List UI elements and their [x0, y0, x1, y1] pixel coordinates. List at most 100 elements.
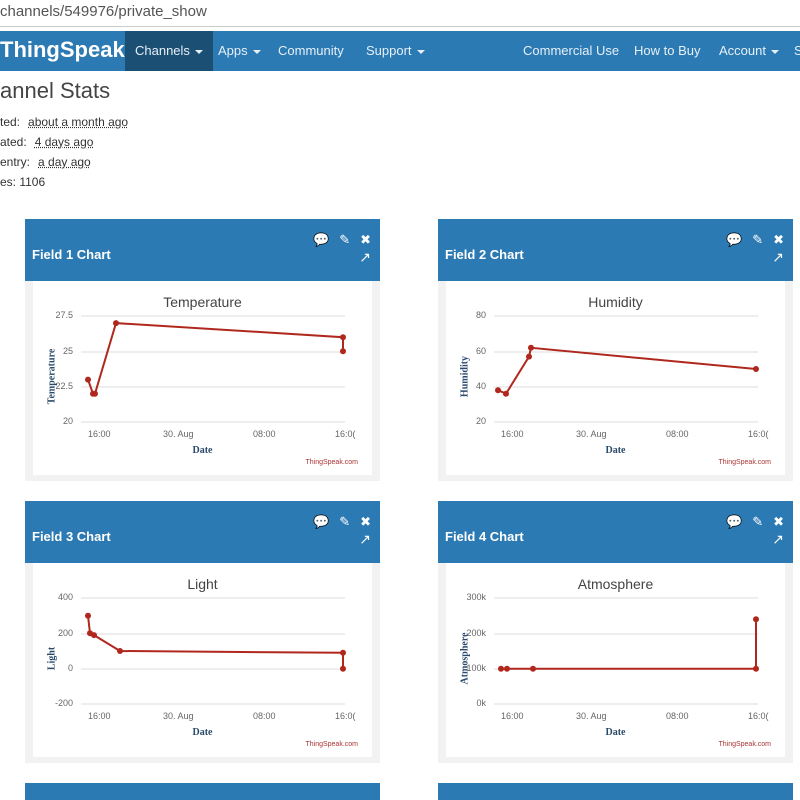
field-5-card-header — [25, 783, 380, 800]
stat-updated: ated: 4 days ago — [0, 135, 94, 149]
card-header: Field 3 Chart 💬 ✎ ✖ ↗ — [25, 501, 380, 563]
y-tick: 200k — [466, 628, 486, 638]
pencil-icon[interactable]: ✎ — [339, 514, 351, 529]
chart-area: Atmosphere 300k 200k 100k 0k Atmosphere 16:00 3… — [446, 563, 785, 757]
y-tick: 20 — [475, 416, 486, 426]
credit-link[interactable]: ThingSpeak.com — [305, 741, 358, 748]
stat-last-entry: entry: a day ago — [0, 155, 91, 169]
x-tick: 16:0( — [335, 711, 356, 721]
caret-icon — [416, 49, 425, 54]
nav-support[interactable]: Support — [356, 31, 435, 71]
y-tick: 20 — [62, 416, 73, 426]
nav-channels[interactable]: Channels — [125, 31, 213, 71]
credit-link[interactable]: ThingSpeak.com — [305, 459, 358, 466]
y-tick: 22.5 — [55, 381, 73, 391]
y-tick: 40 — [475, 381, 486, 391]
caret-icon — [252, 49, 261, 54]
nav-commercial-use[interactable]: Commercial Use — [523, 43, 620, 58]
x-tick: 30. Aug — [576, 711, 607, 721]
external-link-icon[interactable]: ↗ — [359, 249, 371, 265]
nav-account[interactable]: Account — [709, 31, 789, 71]
card-header: Field 1 Chart 💬 ✎ ✖ ↗ — [25, 219, 380, 281]
chart-area: Light 400 200 0 -200 Light 16:00 30. Aug 08:00 16… — [33, 563, 372, 757]
chart-title: Temperature — [163, 294, 242, 310]
url-text: channels/549976/private_show — [0, 3, 207, 20]
x-tick: 16:00 — [501, 429, 524, 439]
card-header: Field 4 Chart 💬 ✎ ✖ ↗ — [438, 501, 793, 563]
y-tick: 300k — [466, 592, 486, 602]
x-tick: 08:00 — [253, 429, 276, 439]
close-icon[interactable]: ✖ — [360, 514, 371, 529]
field-2-card: Field 2 Chart 💬 ✎ ✖ ↗ Humidity 80 60 40 20 Humi… — [438, 219, 793, 481]
card-header: Field 2 Chart 💬 ✎ ✖ ↗ — [438, 219, 793, 281]
external-link-icon[interactable]: ↗ — [359, 531, 371, 547]
x-tick: 16:0( — [748, 429, 769, 439]
x-tick: 16:0( — [748, 711, 769, 721]
stat-entries: es: 1106 — [0, 175, 46, 189]
pencil-icon[interactable]: ✎ — [752, 514, 764, 529]
top-nav: ThingSpeak™ Channels Apps Community Supp… — [0, 31, 800, 71]
x-axis-label: Date — [605, 445, 626, 456]
nav-signout[interactable]: S — [794, 43, 800, 58]
chart-title: Light — [187, 576, 218, 592]
x-tick: 08:00 — [666, 429, 689, 439]
y-tick: 0k — [476, 698, 486, 708]
caret-icon — [194, 49, 203, 54]
nav-apps[interactable]: Apps — [208, 31, 271, 71]
line-plot — [81, 597, 346, 705]
nav-how-to-buy[interactable]: How to Buy — [634, 43, 701, 58]
card-title: Field 4 Chart — [445, 529, 524, 544]
caret-icon — [770, 49, 779, 54]
x-tick: 30. Aug — [576, 429, 607, 439]
y-tick: 0 — [67, 663, 73, 673]
x-tick: 08:00 — [666, 711, 689, 721]
comment-icon[interactable]: 💬 — [313, 514, 330, 529]
close-icon[interactable]: ✖ — [360, 232, 371, 247]
x-tick: 30. Aug — [163, 429, 194, 439]
chart-area: Temperature 27.5 25 22.5 20 Temperature 16:00 3… — [33, 281, 372, 475]
x-axis-label: Date — [192, 445, 213, 456]
stat-created: ted: about a month ago — [0, 115, 129, 129]
x-tick: 08:00 — [253, 711, 276, 721]
y-tick: 100k — [466, 663, 486, 673]
external-link-icon[interactable]: ↗ — [772, 531, 784, 547]
y-tick: 80 — [475, 310, 486, 320]
external-link-icon[interactable]: ↗ — [772, 249, 784, 265]
close-icon[interactable]: ✖ — [773, 514, 784, 529]
credit-link[interactable]: ThingSpeak.com — [718, 459, 771, 466]
y-tick: 200 — [57, 628, 73, 638]
y-tick: 27.5 — [55, 310, 73, 320]
credit-link[interactable]: ThingSpeak.com — [718, 741, 771, 748]
x-axis-label: Date — [192, 727, 213, 738]
nav-community[interactable]: Community — [278, 43, 344, 58]
pencil-icon[interactable]: ✎ — [752, 232, 764, 247]
field-1-card: Field 1 Chart 💬 ✎ ✖ ↗ Temperature 27.5 25 22.… — [25, 219, 380, 481]
line-plot — [81, 315, 346, 423]
brand-logo[interactable]: ThingSpeak™ — [0, 37, 135, 62]
x-tick: 16:0( — [335, 429, 356, 439]
comment-icon[interactable]: 💬 — [726, 232, 743, 247]
x-tick: 16:00 — [501, 711, 524, 721]
card-title: Field 3 Chart — [32, 529, 111, 544]
x-tick: 16:00 — [88, 711, 111, 721]
comment-icon[interactable]: 💬 — [726, 514, 743, 529]
y-tick: 400 — [57, 592, 73, 602]
page-title: annel Stats — [0, 78, 111, 103]
close-icon[interactable]: ✖ — [773, 232, 784, 247]
x-tick: 16:00 — [88, 429, 111, 439]
chart-area: Humidity 80 60 40 20 Humidity 16:00 30. Aug 08:0… — [446, 281, 785, 475]
line-plot — [494, 597, 759, 705]
line-plot — [494, 315, 759, 423]
field-3-card: Field 3 Chart 💬 ✎ ✖ ↗ Light 400 200 0 -200 Ligh… — [25, 501, 380, 763]
card-title: Field 2 Chart — [445, 247, 524, 262]
chart-title: Humidity — [588, 294, 643, 310]
pencil-icon[interactable]: ✎ — [339, 232, 351, 247]
comment-icon[interactable]: 💬 — [313, 232, 330, 247]
field-4-card: Field 4 Chart 💬 ✎ ✖ ↗ Atmosphere 300k 200k 10… — [438, 501, 793, 763]
x-tick: 30. Aug — [163, 711, 194, 721]
y-tick: 25 — [62, 346, 73, 356]
address-bar[interactable]: channels/549976/private_show — [0, 0, 800, 27]
field-6-card-header — [438, 783, 793, 800]
chart-title: Atmosphere — [577, 576, 654, 592]
card-title: Field 1 Chart — [32, 247, 111, 262]
